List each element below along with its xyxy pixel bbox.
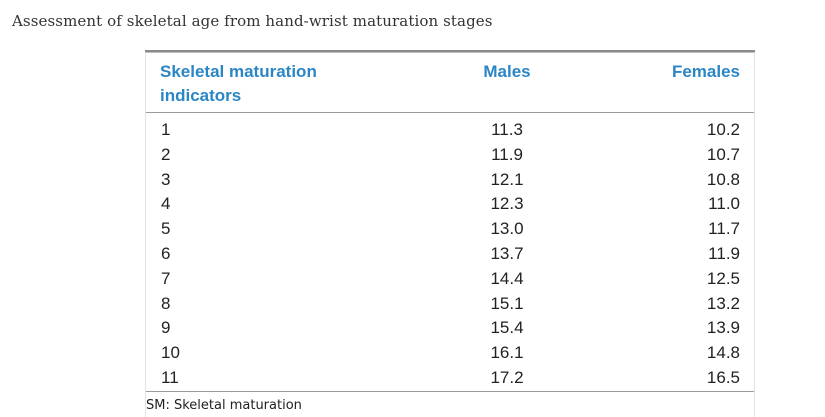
footer-divider bbox=[146, 391, 754, 392]
cell-males: 13.0 bbox=[490, 219, 524, 239]
table-row: 3 12.1 10.8 bbox=[146, 167, 754, 192]
cell-males: 11.3 bbox=[491, 120, 523, 139]
cell-indicator: 11 bbox=[161, 367, 179, 387]
cell-females: 16.5 bbox=[706, 367, 740, 387]
cell-females: 13.2 bbox=[706, 293, 740, 313]
cell-indicator: 1 bbox=[161, 120, 171, 139]
table-row: 10 16.1 14.8 bbox=[146, 340, 754, 365]
cell-indicator: 6 bbox=[161, 243, 171, 263]
table-footnote: SM: Skeletal maturation bbox=[146, 398, 302, 413]
column-header-females: Females bbox=[671, 62, 740, 81]
column-header-indicators: Skeletal maturation indicators bbox=[160, 62, 317, 105]
cell-females: 12.5 bbox=[706, 268, 740, 288]
table-row: 4 12.3 11.0 bbox=[146, 191, 754, 216]
cell-indicator: 10 bbox=[161, 343, 180, 363]
cell-females: 11.7 bbox=[708, 219, 740, 239]
table-row: 7 14.4 12.5 bbox=[146, 266, 754, 291]
cell-indicator: 3 bbox=[161, 169, 171, 189]
cell-females: 10.8 bbox=[706, 169, 740, 189]
table-row: 8 15.1 13.2 bbox=[146, 291, 754, 316]
table-body: 1 11.3 10.2 2 11.9 10.7 3 12.1 10.8 4 12.3 11.0 5 13.… bbox=[146, 117, 754, 390]
cell-males: 15.4 bbox=[490, 318, 524, 338]
cell-females: 10.7 bbox=[706, 144, 740, 164]
cell-males: 12.1 bbox=[490, 169, 524, 189]
cell-males: 15.1 bbox=[490, 293, 524, 313]
table-row: 9 15.4 13.9 bbox=[146, 315, 754, 340]
cell-indicator: 8 bbox=[161, 293, 171, 313]
cell-males: 17.2 bbox=[490, 367, 524, 387]
cell-indicator: 9 bbox=[161, 318, 171, 338]
table-row: 5 13.0 11.7 bbox=[146, 216, 754, 241]
cell-females: 10.2 bbox=[706, 120, 740, 139]
cell-females: 11.0 bbox=[708, 194, 740, 214]
cell-females: 14.8 bbox=[706, 343, 740, 363]
cell-females: 11.9 bbox=[708, 243, 740, 263]
data-table: Skeletal maturation indicators Males Fem… bbox=[145, 50, 755, 417]
cell-indicator: 4 bbox=[161, 194, 171, 214]
cell-indicator: 2 bbox=[161, 144, 171, 164]
cell-males: 13.7 bbox=[490, 243, 524, 263]
cell-males: 14.4 bbox=[490, 268, 524, 288]
table-caption: Assessment of skeletal age from hand-wri… bbox=[12, 12, 493, 30]
column-header-males: Males bbox=[483, 62, 531, 81]
cell-indicator: 5 bbox=[161, 219, 171, 239]
table-row: 11 17.2 16.5 bbox=[146, 365, 754, 390]
cell-females: 13.9 bbox=[706, 318, 740, 338]
header-divider bbox=[146, 112, 754, 113]
cell-males: 12.3 bbox=[490, 194, 524, 214]
table-row: 2 11.9 10.7 bbox=[146, 142, 754, 167]
cell-males: 11.9 bbox=[491, 144, 523, 164]
table-row: 1 11.3 10.2 bbox=[146, 117, 754, 142]
table-row: 6 13.7 11.9 bbox=[146, 241, 754, 266]
cell-males: 16.1 bbox=[490, 343, 524, 363]
cell-indicator: 7 bbox=[161, 268, 171, 288]
